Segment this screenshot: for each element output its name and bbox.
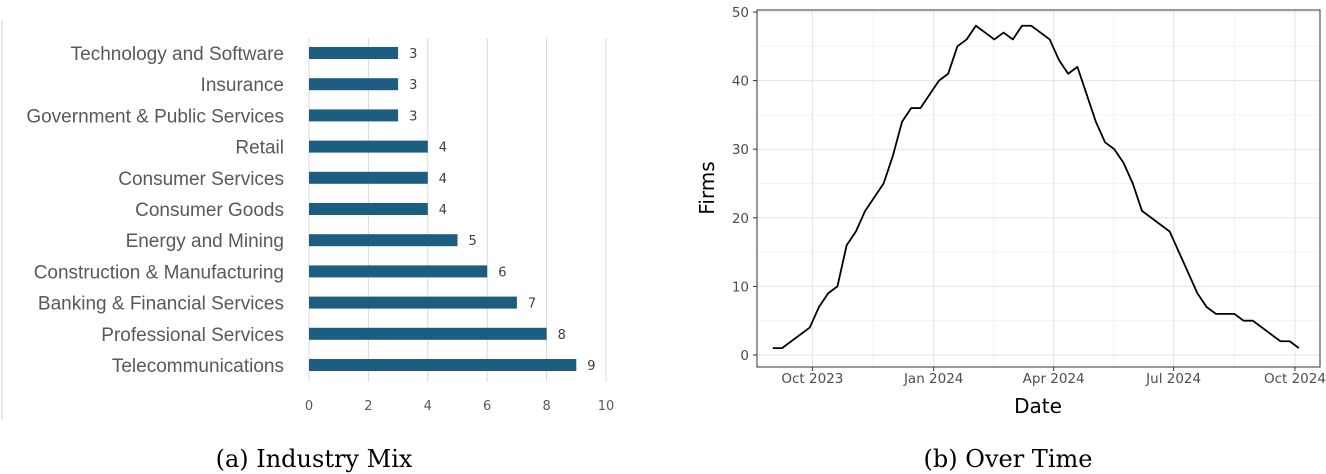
bar-x-tick-label: 0 bbox=[305, 399, 313, 414]
bar-category-label: Retail bbox=[235, 138, 284, 159]
plot-frame bbox=[756, 9, 1321, 368]
bar bbox=[309, 203, 428, 215]
bar-data-label: 4 bbox=[439, 203, 447, 218]
bar-x-tick-label: 6 bbox=[483, 399, 491, 414]
plot-area bbox=[756, 9, 1321, 368]
bar bbox=[309, 171, 428, 184]
bar-category-label: Consumer Goods bbox=[135, 200, 284, 221]
bar-category-label: Banking & Financial Services bbox=[38, 294, 284, 315]
bar-x-tick-label: 8 bbox=[542, 399, 550, 414]
x-tick-label: Oct 2024 bbox=[1264, 371, 1326, 387]
bar-category-label: Technology and Software bbox=[71, 44, 284, 65]
bar bbox=[309, 327, 547, 340]
bar bbox=[309, 296, 517, 309]
bar-data-label: 6 bbox=[498, 265, 506, 280]
bar-data-label: 4 bbox=[439, 172, 447, 187]
bar-data-label: 3 bbox=[409, 47, 417, 62]
y-tick-label: 30 bbox=[732, 142, 749, 158]
y-axis-title: Firms bbox=[695, 161, 719, 214]
bar-data-label: 3 bbox=[409, 109, 417, 124]
line-x-tick-labels: Oct 2023 Jan 2024 Apr 2024 Jul 2024 Oct 2024 bbox=[781, 367, 1326, 387]
bar-category-label: Energy and Mining bbox=[126, 231, 284, 252]
caption-a: (a) Industry Mix bbox=[216, 445, 413, 473]
bar-x-tick-label: 2 bbox=[364, 399, 372, 414]
bar-data-labels: 3 3 3 4 4 4 5 6 7 8 9 bbox=[409, 47, 595, 374]
x-tick-label: Apr 2024 bbox=[1023, 371, 1085, 387]
line-gridlines bbox=[757, 10, 1320, 367]
y-tick-label: 10 bbox=[732, 279, 749, 295]
bar-category-label: Professional Services bbox=[101, 325, 284, 346]
bar bbox=[309, 359, 577, 371]
bar bbox=[309, 265, 488, 278]
y-tick-label: 0 bbox=[740, 348, 749, 364]
bar-x-tick-label: 10 bbox=[598, 399, 615, 414]
bar-category-labels: Technology and Software Insurance Governme… bbox=[26, 44, 284, 377]
bar-chart-panel: 0 2 4 6 8 10 Technology and Software Insurance… bbox=[26, 38, 614, 414]
x-tick-label: Jan 2024 bbox=[903, 371, 963, 387]
bar bbox=[309, 109, 399, 122]
bar bbox=[309, 47, 399, 59]
line-chart-panel: 0 10 20 30 40 50 Oct 2023 Jan 2024 Apr 2024 Jul … bbox=[695, 5, 1326, 418]
y-tick-label: 40 bbox=[732, 74, 749, 90]
bar bbox=[309, 140, 428, 153]
bar-x-tick-label: 4 bbox=[424, 399, 432, 414]
firms-series-line bbox=[772, 24, 1300, 350]
bar-category-label: Telecommunications bbox=[112, 356, 284, 377]
bar-category-label: Insurance bbox=[201, 75, 284, 96]
x-tick-label: Oct 2023 bbox=[781, 371, 843, 387]
bar-series bbox=[309, 47, 577, 371]
x-tick-label: Jul 2024 bbox=[1145, 371, 1201, 387]
caption-b: (b) Over Time bbox=[924, 445, 1093, 473]
y-tick-label: 50 bbox=[732, 5, 749, 21]
bar-data-label: 3 bbox=[409, 78, 417, 93]
bar-data-label: 9 bbox=[587, 359, 595, 374]
bar-category-label: Construction & Manufacturing bbox=[34, 262, 284, 283]
bar-category-label: Government & Public Services bbox=[26, 106, 284, 127]
y-tick-label: 20 bbox=[732, 211, 749, 227]
bar-data-label: 5 bbox=[469, 234, 477, 249]
bar-data-label: 7 bbox=[528, 297, 536, 312]
bar bbox=[309, 78, 399, 91]
bar-data-label: 8 bbox=[558, 328, 566, 343]
x-axis-title: Date bbox=[1014, 394, 1062, 418]
bar-x-tick-labels: 0 2 4 6 8 10 bbox=[305, 399, 614, 414]
bar-category-label: Consumer Services bbox=[118, 169, 284, 190]
bar bbox=[309, 234, 458, 247]
bar-data-label: 4 bbox=[439, 141, 447, 156]
line-y-tick-labels: 0 10 20 30 40 50 bbox=[732, 5, 757, 364]
